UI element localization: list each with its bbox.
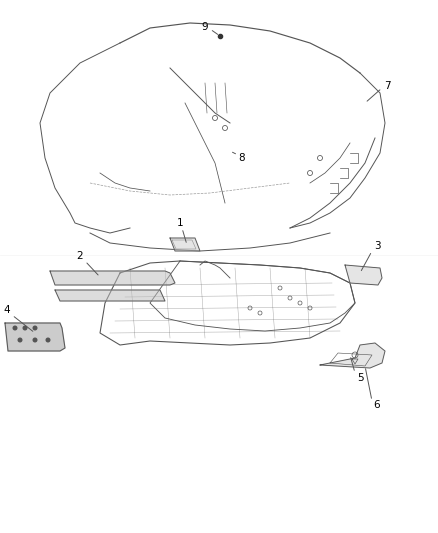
Circle shape (13, 326, 17, 330)
Text: 9: 9 (201, 22, 208, 32)
Polygon shape (50, 271, 175, 285)
Text: 3: 3 (373, 241, 379, 251)
Text: 6: 6 (373, 400, 379, 410)
Text: 7: 7 (383, 81, 389, 91)
Circle shape (23, 326, 27, 330)
Polygon shape (344, 265, 381, 285)
Polygon shape (55, 290, 165, 301)
Circle shape (18, 338, 22, 342)
Circle shape (33, 338, 37, 342)
Text: 2: 2 (77, 251, 83, 261)
Polygon shape (170, 238, 200, 251)
Text: 1: 1 (176, 218, 183, 228)
Polygon shape (319, 343, 384, 368)
Text: 4: 4 (4, 305, 10, 315)
Polygon shape (5, 323, 65, 351)
Text: 5: 5 (356, 373, 363, 383)
Text: 8: 8 (238, 153, 245, 163)
Circle shape (46, 338, 49, 342)
Circle shape (33, 326, 37, 330)
